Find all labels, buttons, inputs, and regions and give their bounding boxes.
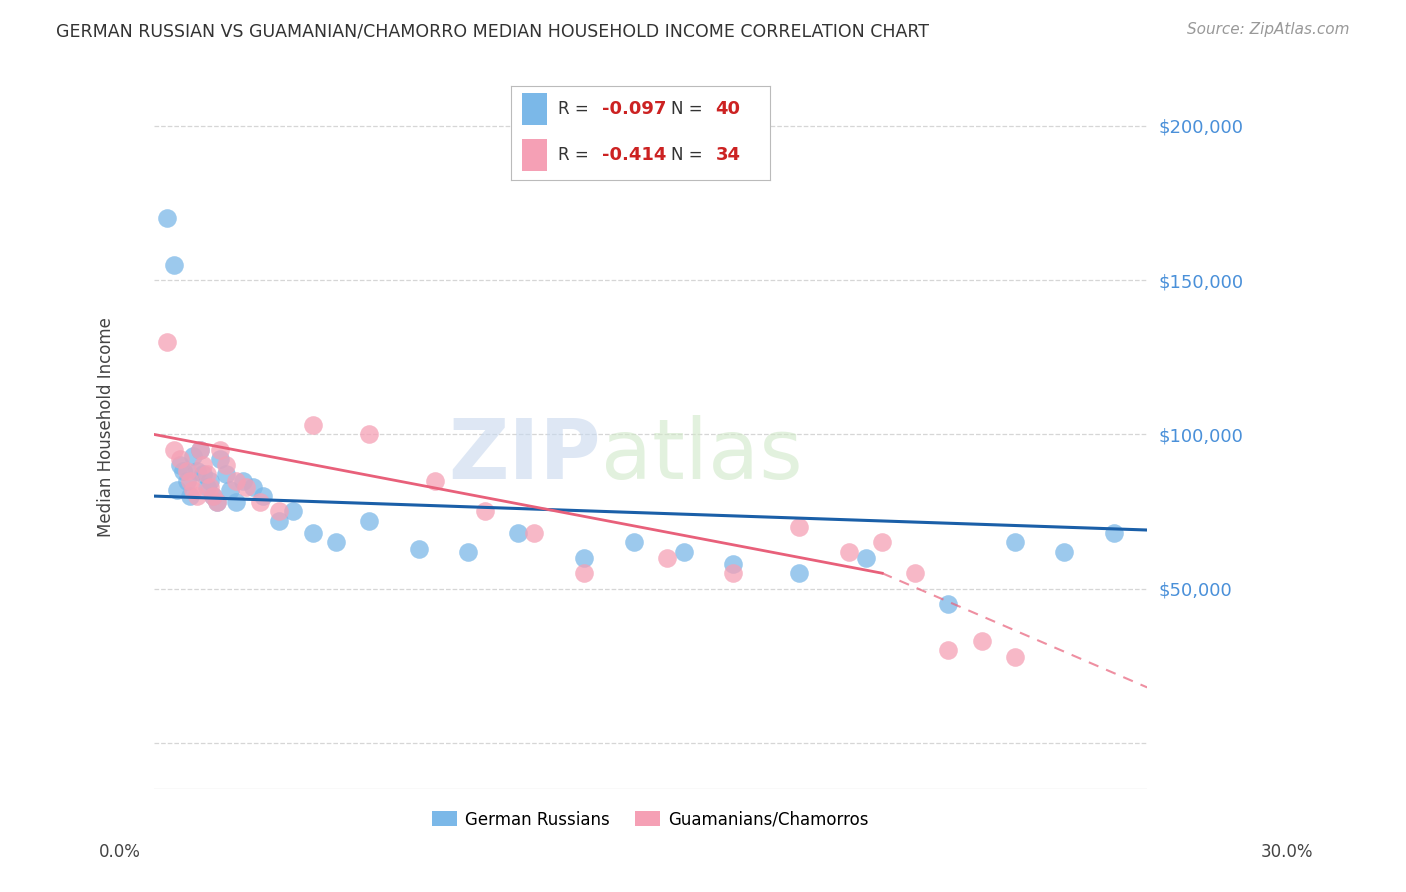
Text: atlas: atlas <box>600 415 803 496</box>
Point <box>838 544 860 558</box>
Point <box>172 464 194 478</box>
Point <box>195 467 218 482</box>
Point <box>572 550 595 565</box>
Point <box>176 464 198 478</box>
Point <box>235 480 257 494</box>
Point <box>269 504 291 518</box>
Point <box>721 557 744 571</box>
Point <box>252 489 274 503</box>
Point <box>218 483 240 497</box>
Point <box>1004 649 1026 664</box>
Legend: German Russians, Guamanians/Chamorros: German Russians, Guamanians/Chamorros <box>425 804 876 835</box>
Text: ZIP: ZIP <box>449 415 600 496</box>
Point <box>232 474 254 488</box>
Point <box>208 442 231 457</box>
Point <box>789 520 811 534</box>
Point <box>1102 526 1125 541</box>
Point <box>205 495 228 509</box>
Point <box>188 442 211 457</box>
Point <box>176 474 198 488</box>
Point <box>423 474 446 488</box>
Point <box>188 442 211 457</box>
Point <box>202 489 225 503</box>
Point <box>156 211 179 226</box>
Point <box>506 526 529 541</box>
Point <box>408 541 430 556</box>
Point <box>198 474 221 488</box>
Point <box>325 535 347 549</box>
Point <box>183 449 205 463</box>
Point <box>721 566 744 581</box>
Point <box>623 535 645 549</box>
Point <box>281 504 304 518</box>
Point <box>572 566 595 581</box>
Point <box>156 334 179 349</box>
Point <box>855 550 877 565</box>
Point <box>474 504 496 518</box>
Point <box>938 643 960 657</box>
Point <box>1053 544 1076 558</box>
Point <box>193 467 215 482</box>
Point <box>186 489 208 503</box>
Point <box>169 458 191 473</box>
Point <box>183 483 205 497</box>
Point <box>215 458 238 473</box>
Point <box>162 258 184 272</box>
Point <box>205 495 228 509</box>
Point <box>249 495 271 509</box>
Point <box>457 544 479 558</box>
Point <box>202 489 225 503</box>
Text: Source: ZipAtlas.com: Source: ZipAtlas.com <box>1187 22 1350 37</box>
Text: 0.0%: 0.0% <box>98 843 141 861</box>
Point <box>179 474 201 488</box>
Point <box>789 566 811 581</box>
Point <box>215 467 238 482</box>
Point <box>301 418 323 433</box>
Point <box>225 495 247 509</box>
Point <box>179 489 201 503</box>
Point <box>198 480 221 494</box>
Point <box>870 535 893 549</box>
Point <box>1004 535 1026 549</box>
Text: GERMAN RUSSIAN VS GUAMANIAN/CHAMORRO MEDIAN HOUSEHOLD INCOME CORRELATION CHART: GERMAN RUSSIAN VS GUAMANIAN/CHAMORRO MED… <box>56 22 929 40</box>
Point <box>242 480 264 494</box>
Point <box>162 442 184 457</box>
Text: 30.0%: 30.0% <box>1260 843 1313 861</box>
Text: Median Household Income: Median Household Income <box>97 317 115 537</box>
Point <box>208 452 231 467</box>
Point <box>269 514 291 528</box>
Point <box>523 526 546 541</box>
Point <box>225 474 247 488</box>
Point <box>672 544 695 558</box>
Point <box>301 526 323 541</box>
Point <box>169 452 191 467</box>
Point <box>970 634 993 648</box>
Point <box>904 566 927 581</box>
Point <box>195 480 218 494</box>
Point <box>186 464 208 478</box>
Point <box>938 597 960 611</box>
Point <box>655 550 678 565</box>
Point <box>166 483 188 497</box>
Point <box>193 458 215 473</box>
Point <box>357 514 380 528</box>
Point <box>357 427 380 442</box>
